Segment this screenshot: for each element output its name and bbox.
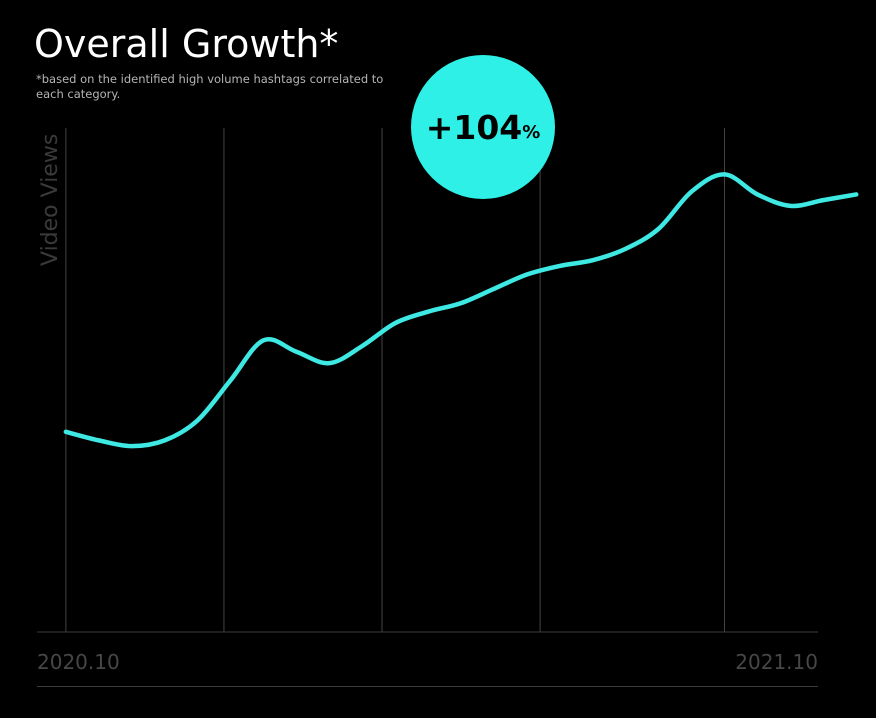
chart-subtitle: *based on the identified high volume has… (36, 72, 384, 101)
video-views-line (63, 172, 859, 449)
chart-title: Overall Growth* (34, 22, 339, 66)
bottom-divider (37, 686, 818, 687)
growth-unit: % (522, 121, 541, 143)
growth-value: +104 (425, 107, 523, 147)
gridlines (65, 128, 726, 632)
growth-badge: +104% (411, 55, 555, 199)
x-tick-label-start: 2020.10 (37, 650, 120, 674)
x-tick-label-end: 2021.10 (735, 650, 818, 674)
